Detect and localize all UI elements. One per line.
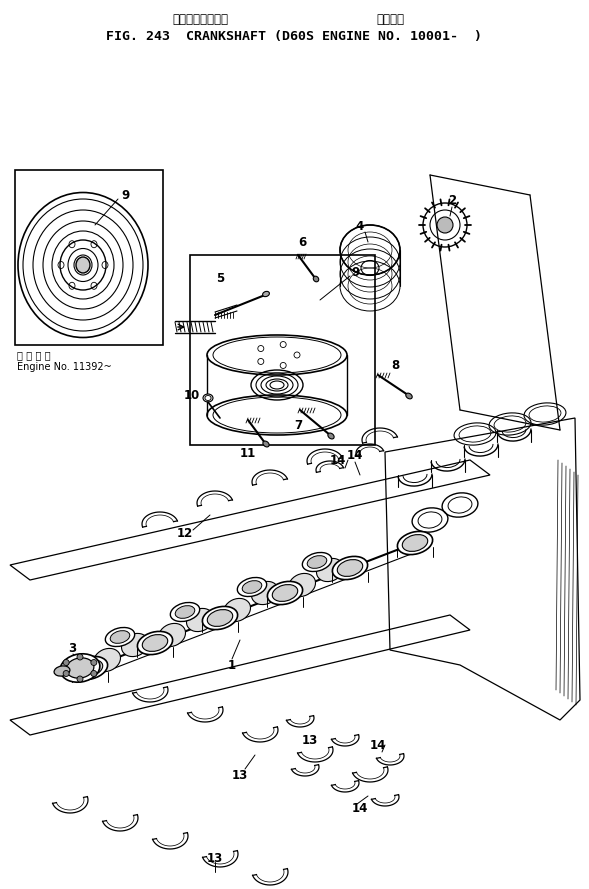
Text: 14: 14 <box>347 448 363 461</box>
Text: 適 用 号 機: 適 用 号 機 <box>17 350 51 360</box>
Ellipse shape <box>158 623 186 646</box>
Ellipse shape <box>337 559 363 576</box>
Text: 4: 4 <box>356 220 364 233</box>
Ellipse shape <box>263 292 269 297</box>
Ellipse shape <box>316 558 343 581</box>
Ellipse shape <box>332 557 368 580</box>
Ellipse shape <box>302 552 332 572</box>
Circle shape <box>77 654 83 660</box>
Circle shape <box>280 363 286 368</box>
Ellipse shape <box>66 658 94 678</box>
Text: クランクシャフト: クランクシャフト <box>172 13 228 26</box>
Text: 13: 13 <box>232 768 248 781</box>
Text: 1: 1 <box>228 659 236 671</box>
Ellipse shape <box>402 534 428 551</box>
Text: 9: 9 <box>121 188 129 202</box>
Bar <box>15 170 163 345</box>
Ellipse shape <box>207 610 233 627</box>
Bar <box>190 255 375 445</box>
Text: Engine No. 11392~: Engine No. 11392~ <box>17 362 112 372</box>
Text: 3: 3 <box>68 642 76 654</box>
Circle shape <box>63 660 69 666</box>
Ellipse shape <box>170 603 200 621</box>
Ellipse shape <box>94 648 121 671</box>
Text: 13: 13 <box>302 733 318 747</box>
Ellipse shape <box>398 532 432 555</box>
Ellipse shape <box>313 276 319 282</box>
Text: 5: 5 <box>216 271 224 284</box>
Text: 13: 13 <box>207 852 223 864</box>
Ellipse shape <box>143 635 168 652</box>
Text: 11: 11 <box>240 446 256 460</box>
Circle shape <box>77 676 83 682</box>
Ellipse shape <box>237 578 267 597</box>
Circle shape <box>91 670 97 677</box>
Ellipse shape <box>307 556 327 568</box>
Text: FIG. 243  CRANKSHAFT (D60S ENGINE NO. 10001-  ): FIG. 243 CRANKSHAFT (D60S ENGINE NO. 100… <box>106 30 482 43</box>
Circle shape <box>63 670 69 677</box>
Ellipse shape <box>110 630 130 644</box>
Text: 2: 2 <box>448 194 456 206</box>
Ellipse shape <box>203 606 237 629</box>
Text: 6: 6 <box>298 236 306 249</box>
Text: 14: 14 <box>370 739 386 751</box>
Text: 10: 10 <box>184 388 200 402</box>
Ellipse shape <box>263 441 269 447</box>
Ellipse shape <box>54 666 70 677</box>
Ellipse shape <box>76 257 90 273</box>
Circle shape <box>258 346 264 351</box>
Ellipse shape <box>223 598 250 621</box>
Circle shape <box>280 341 286 348</box>
Text: 14: 14 <box>330 453 346 467</box>
Ellipse shape <box>328 433 334 439</box>
Circle shape <box>437 217 453 233</box>
Ellipse shape <box>242 581 262 593</box>
Ellipse shape <box>77 660 102 677</box>
Circle shape <box>294 352 300 358</box>
Ellipse shape <box>203 394 213 402</box>
Text: 12: 12 <box>177 526 193 540</box>
Ellipse shape <box>137 631 173 654</box>
Circle shape <box>258 358 264 364</box>
Text: 適用号機: 適用号機 <box>376 13 404 26</box>
Ellipse shape <box>289 573 316 597</box>
Text: 9: 9 <box>351 266 359 278</box>
Text: 7: 7 <box>294 419 302 431</box>
Ellipse shape <box>272 585 297 602</box>
Ellipse shape <box>406 393 412 399</box>
Ellipse shape <box>267 581 303 605</box>
Ellipse shape <box>187 608 214 631</box>
Circle shape <box>91 660 97 666</box>
Text: 8: 8 <box>391 358 399 372</box>
Ellipse shape <box>252 581 279 605</box>
Ellipse shape <box>72 656 108 679</box>
Ellipse shape <box>205 396 211 401</box>
Ellipse shape <box>60 653 100 682</box>
Text: 14: 14 <box>352 802 368 814</box>
Ellipse shape <box>105 628 135 646</box>
Ellipse shape <box>175 605 195 619</box>
Ellipse shape <box>121 633 148 657</box>
